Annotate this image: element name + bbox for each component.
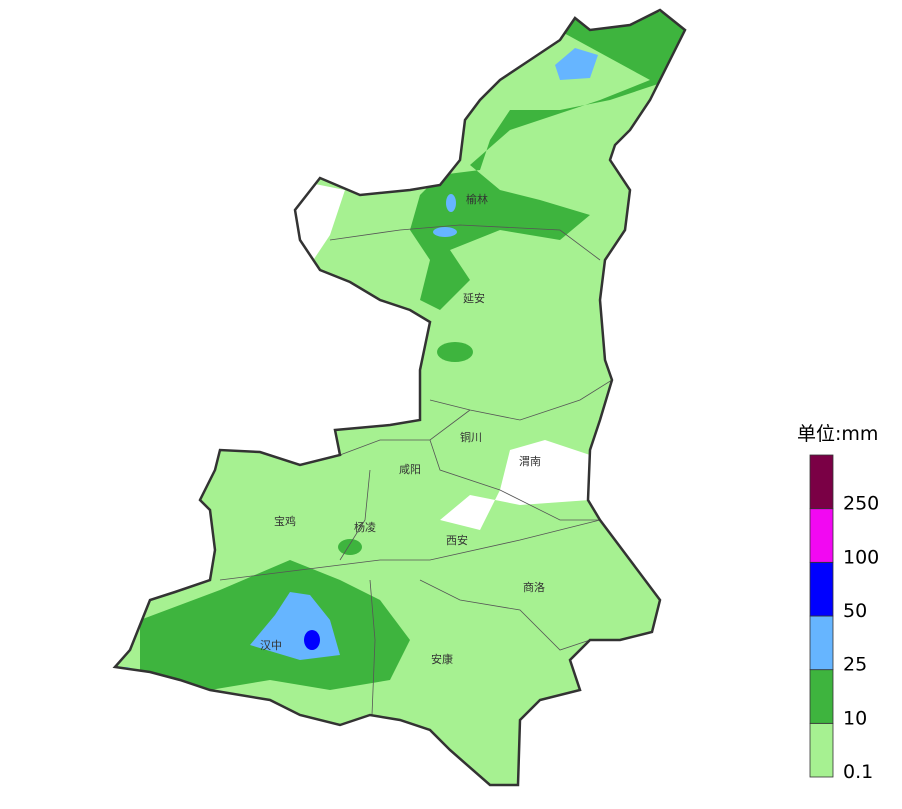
city-label: 延安 <box>463 291 485 305</box>
moderate-rain <box>437 342 473 362</box>
border <box>339 469 371 561</box>
border <box>429 379 613 421</box>
city-label: 榆林 <box>466 192 488 206</box>
legend-label: 0.1 <box>843 761 873 783</box>
border <box>339 409 471 456</box>
moderate-rain <box>338 539 362 555</box>
legend-swatch <box>809 561 834 617</box>
border <box>219 519 601 581</box>
city-label: 西安 <box>446 533 468 547</box>
legend-label: 25 <box>843 654 867 676</box>
city-label: 安康 <box>431 652 453 666</box>
border <box>429 439 600 521</box>
legend-swatch <box>809 722 834 778</box>
legend-swatch <box>809 669 834 724</box>
city-borders <box>219 224 613 716</box>
legend-swatch <box>809 508 834 563</box>
legend: 0.1 10 25 50 100 250 <box>809 454 879 783</box>
city-label: 渭南 <box>519 455 541 468</box>
legend-swatch <box>809 615 834 671</box>
heavy-rain <box>446 194 456 212</box>
moderate-rain <box>410 10 685 310</box>
border <box>419 579 591 651</box>
rain-field <box>115 10 685 785</box>
city-label: 咸阳 <box>399 463 421 476</box>
rainstorm <box>304 630 320 650</box>
heavy-rain <box>555 48 598 80</box>
legend-label: 250 <box>843 493 879 515</box>
legend-swatch <box>809 454 834 510</box>
border <box>329 224 601 261</box>
city-label: 商洛 <box>523 580 545 594</box>
city-label: 铜川 <box>460 430 482 444</box>
legend-label: 10 <box>843 707 867 729</box>
city-label: 汉中 <box>260 639 282 652</box>
legend-label: 50 <box>843 600 867 622</box>
no-rain <box>440 440 590 530</box>
city-label: 杨凌 <box>354 520 376 534</box>
border <box>369 579 376 716</box>
legend-title: 单位:mm <box>797 423 878 445</box>
city-label: 宝鸡 <box>274 514 296 528</box>
heavy-rain <box>433 227 457 237</box>
legend-label: 100 <box>843 546 879 568</box>
